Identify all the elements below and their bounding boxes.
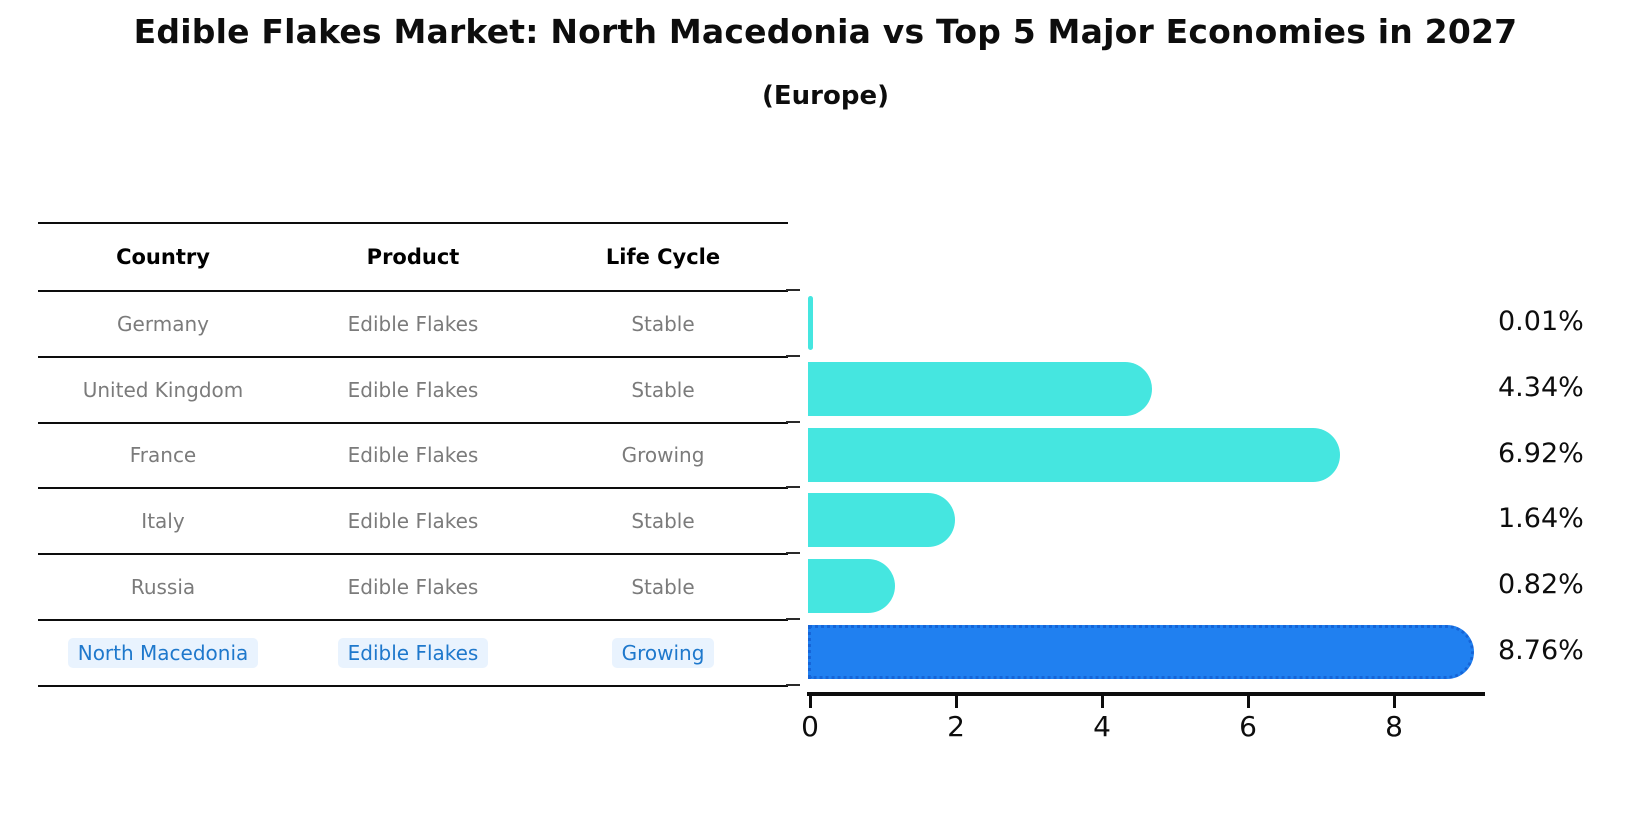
y-axis-tick xyxy=(786,420,800,423)
column-header-life-cycle: Life Cycle xyxy=(605,245,721,269)
x-axis-tick-label: 6 xyxy=(1239,710,1257,743)
table-header-row: Country Product Life Cycle xyxy=(38,224,788,292)
table-cell-text: Edible Flakes xyxy=(337,637,489,668)
table-cell-text: United Kingdom xyxy=(82,377,244,402)
y-axis-tick xyxy=(786,289,800,291)
table-row: Italy Edible Flakes Stable xyxy=(38,489,788,556)
table-cell-text: North Macedonia xyxy=(67,637,259,668)
table-row: France Edible Flakes Growing xyxy=(38,424,788,490)
table-cell-text: Italy xyxy=(141,509,185,534)
value-label: 4.34% xyxy=(1498,371,1584,403)
y-axis-tick xyxy=(786,683,800,686)
table-cell-life-cycle: Stable xyxy=(538,358,788,422)
table-cell-text: Edible Flakes xyxy=(347,311,479,336)
x-axis-tick-label: 4 xyxy=(1093,710,1111,743)
x-axis-tick-label: 2 xyxy=(947,710,965,743)
table-row: Russia Edible Flakes Stable xyxy=(38,555,788,621)
x-axis-tick-label: 8 xyxy=(1385,710,1403,743)
bar xyxy=(808,361,1152,416)
table-cell-life-cycle: Stable xyxy=(538,489,788,553)
table-cell-country: France xyxy=(38,424,288,488)
table-cell-product: Edible Flakes xyxy=(288,292,538,356)
table-cell-text: Edible Flakes xyxy=(347,377,479,402)
y-axis-tick xyxy=(786,354,800,357)
table-cell-text: Russia xyxy=(130,575,196,600)
x-axis-tick xyxy=(1246,694,1250,708)
table-cell-life-cycle: Growing xyxy=(538,621,788,685)
table-row: Germany Edible Flakes Stable xyxy=(38,292,788,358)
table-cell-text: Growing xyxy=(621,443,705,468)
bar-highlight xyxy=(808,625,1475,680)
table-cell-product: Edible Flakes xyxy=(288,489,538,553)
table-cell-life-cycle: Growing xyxy=(538,424,788,488)
table-cell-product: Edible Flakes xyxy=(288,358,538,422)
chart-subtitle: (Europe) xyxy=(762,81,889,111)
table-cell-text: Growing xyxy=(611,637,715,668)
column-header-country: Country xyxy=(116,245,210,269)
value-label: 0.01% xyxy=(1498,305,1584,337)
table-cell-text: Edible Flakes xyxy=(347,443,479,468)
x-axis-line xyxy=(807,692,1485,696)
table-cell-text: Stable xyxy=(631,575,695,600)
summary-table: Country Product Life Cycle Germany Edible… xyxy=(38,222,788,687)
table-cell-country: Germany xyxy=(38,292,288,356)
x-axis-tick xyxy=(1392,694,1396,708)
table-cell-country: North Macedonia xyxy=(38,621,288,685)
chart-title: Edible Flakes Market: North Macedonia vs… xyxy=(133,12,1518,51)
y-axis-tick xyxy=(786,486,800,489)
table-cell-life-cycle: Stable xyxy=(538,292,788,356)
table-cell-text: Stable xyxy=(631,311,695,336)
bar xyxy=(808,295,813,350)
table-cell-product: Edible Flakes xyxy=(288,424,538,488)
table-row: United Kingdom Edible Flakes Stable xyxy=(38,358,788,424)
table-cell-text: Stable xyxy=(631,377,695,402)
bar xyxy=(808,493,955,548)
table-cell-country: Russia xyxy=(38,555,288,619)
value-label: 0.82% xyxy=(1498,569,1584,601)
value-label: 6.92% xyxy=(1498,437,1584,469)
x-axis-tick xyxy=(1100,694,1104,708)
bar xyxy=(808,559,895,614)
y-axis-tick xyxy=(786,618,800,621)
table-row: North Macedonia Edible Flakes Growing xyxy=(38,621,788,687)
table-cell-text: Edible Flakes xyxy=(347,509,479,534)
value-label: 1.64% xyxy=(1498,503,1584,535)
x-axis-tick-label: 0 xyxy=(801,710,819,743)
table-cell-text: Edible Flakes xyxy=(347,575,479,600)
y-axis-tick xyxy=(786,552,800,555)
x-axis-tick xyxy=(808,694,812,708)
value-label: 8.76% xyxy=(1498,635,1584,667)
x-axis-tick xyxy=(954,694,958,708)
bar xyxy=(808,427,1341,482)
table-cell-text: Germany xyxy=(117,311,209,336)
table-cell-country: Italy xyxy=(38,489,288,553)
column-header-product: Product xyxy=(366,245,460,269)
table-cell-product: Edible Flakes xyxy=(288,621,538,685)
table-cell-country: United Kingdom xyxy=(38,358,288,422)
table-cell-life-cycle: Stable xyxy=(538,555,788,619)
table-cell-text: France xyxy=(129,443,197,468)
table-cell-product: Edible Flakes xyxy=(288,555,538,619)
table-body: Germany Edible Flakes Stable United Kingdom… xyxy=(38,292,788,687)
table-cell-text: Stable xyxy=(631,509,695,534)
